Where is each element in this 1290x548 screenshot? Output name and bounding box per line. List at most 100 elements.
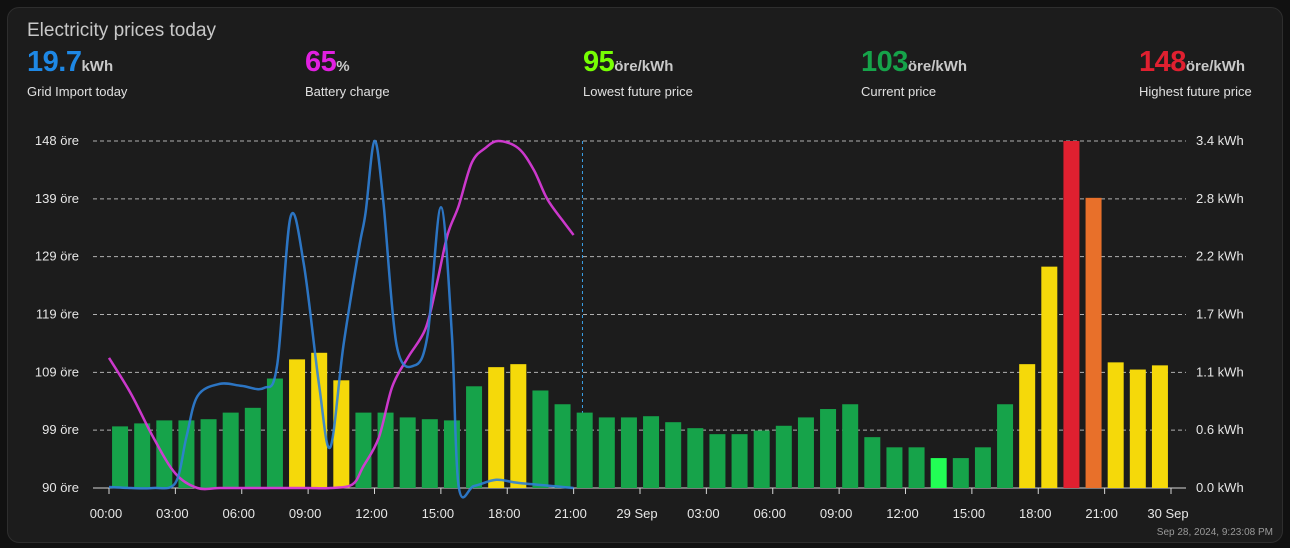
price-bar [112, 426, 129, 488]
price-bar [156, 420, 173, 488]
x-tick-label: 12:00 [886, 506, 919, 521]
x-tick-label: 09:00 [820, 506, 853, 521]
price-bar [1041, 266, 1058, 488]
stat-value: 19.7 [27, 46, 82, 78]
stat-lowest-price[interactable]: 95öre/kWh Lowest future price [583, 46, 693, 99]
price-bar [1085, 197, 1102, 488]
x-tick-label: 15:00 [953, 506, 986, 521]
price-bar [643, 416, 660, 488]
price-bar [289, 359, 306, 488]
x-tick-label: 21:00 [1085, 506, 1118, 521]
x-tick-label: 03:00 [687, 506, 720, 521]
price-bar [997, 404, 1014, 488]
x-tick-label: 03:00 [156, 506, 189, 521]
price-bar [421, 419, 438, 488]
y-tick-label-right: 2.2 kWh [1196, 249, 1244, 264]
stat-label: Battery charge [305, 84, 390, 99]
price-bar [1063, 141, 1080, 488]
stat-label: Grid Import today [27, 84, 128, 99]
price-bar [797, 417, 814, 488]
x-tick-label: 30 Sep [1147, 506, 1188, 521]
price-bar [333, 380, 350, 488]
price-bar [687, 428, 704, 488]
price-bar [753, 430, 770, 488]
price-bar [178, 420, 195, 488]
stat-highest-price[interactable]: 148öre/kWh Highest future price [1139, 46, 1252, 99]
stat-unit: öre/kWh [1185, 58, 1246, 75]
x-tick-label: 06:00 [222, 506, 255, 521]
price-bar [399, 417, 416, 488]
x-tick-label: 18:00 [488, 506, 521, 521]
x-tick-label: 12:00 [355, 506, 388, 521]
price-bar [222, 412, 239, 488]
price-bar [952, 458, 969, 488]
stat-value: 65 [305, 46, 337, 78]
line-layer [107, 139, 575, 499]
price-bar [820, 409, 837, 488]
price-bar [775, 425, 792, 488]
price-bar [1019, 364, 1036, 488]
price-bar [134, 423, 151, 488]
price-bar [576, 412, 593, 488]
stat-current-price[interactable]: 103öre/kWh Current price [861, 46, 967, 99]
y-tick-label-left: 90 öre [42, 480, 79, 495]
stat-value: 148 [1139, 46, 1186, 78]
price-bar [466, 386, 483, 488]
timestamp: Sep 28, 2024, 9:23:08 PM [1156, 527, 1273, 538]
price-bar [731, 434, 748, 488]
price-bar [598, 417, 615, 488]
x-tick-label: 21:00 [554, 506, 587, 521]
price-bar [488, 367, 505, 488]
price-bar [908, 447, 925, 488]
stat-label: Highest future price [1139, 84, 1252, 99]
y-tick-label-right: 3.4 kWh [1196, 133, 1244, 148]
x-tick-label: 29 Sep [616, 506, 657, 521]
x-tick-label: 06:00 [753, 506, 786, 521]
price-bar [1107, 362, 1124, 488]
price-bar [377, 412, 394, 488]
price-bar [1129, 369, 1146, 488]
x-tick-label: 18:00 [1019, 506, 1052, 521]
price-bar [842, 404, 859, 488]
x-tick-label: 15:00 [422, 506, 455, 521]
grid-import-line [108, 139, 574, 499]
y-tick-label-left: 129 öre [35, 249, 79, 264]
price-bar [200, 419, 217, 488]
y-tick-label-left: 119 öre [36, 307, 79, 322]
price-bar [930, 458, 947, 488]
bar-layer [112, 141, 1168, 488]
price-bar [266, 378, 283, 488]
battery-line [107, 139, 575, 491]
y-tick-label-right: 0.6 kWh [1196, 422, 1244, 437]
y-tick-label-left: 109 öre [35, 364, 79, 379]
y-tick-label-left: 148 öre [35, 133, 79, 148]
y-tick-label-right: 2.8 kWh [1196, 191, 1244, 206]
y-tick-label-right: 0.0 kWh [1196, 480, 1244, 495]
price-bar [864, 437, 881, 488]
y-tick-label-right: 1.1 kWh [1196, 364, 1244, 379]
stat-battery-charge[interactable]: 65% Battery charge [305, 46, 390, 99]
price-bar [620, 417, 637, 488]
y-tick-label-right: 1.7 kWh [1196, 307, 1244, 322]
stat-unit: kWh [81, 58, 114, 75]
y-tick-label-left: 99 öre [42, 422, 79, 437]
price-bar [355, 412, 372, 488]
label-layer: 90 öre 0.0 kWh 99 öre 0.6 kWh 109 öre 1.1 kWh… [35, 133, 1244, 521]
price-bar [709, 434, 726, 488]
price-bar [554, 404, 571, 488]
stat-grid-import[interactable]: 19.7kWh Grid Import today [27, 46, 127, 99]
price-bar [886, 447, 903, 488]
price-bar [510, 364, 527, 488]
price-bar [532, 390, 549, 488]
stat-value: 95 [583, 46, 615, 78]
stat-unit: öre/kWh [614, 58, 674, 75]
x-tick-label: 00:00 [90, 506, 123, 521]
stat-label: Lowest future price [583, 84, 693, 99]
x-tick-label: 09:00 [289, 506, 322, 521]
stat-value: 103 [861, 46, 908, 78]
card-title: Electricity prices today [27, 20, 217, 41]
stat-unit: öre/kWh [907, 58, 968, 75]
y-tick-label-left: 139 öre [35, 191, 79, 206]
stat-label: Current price [861, 84, 937, 99]
